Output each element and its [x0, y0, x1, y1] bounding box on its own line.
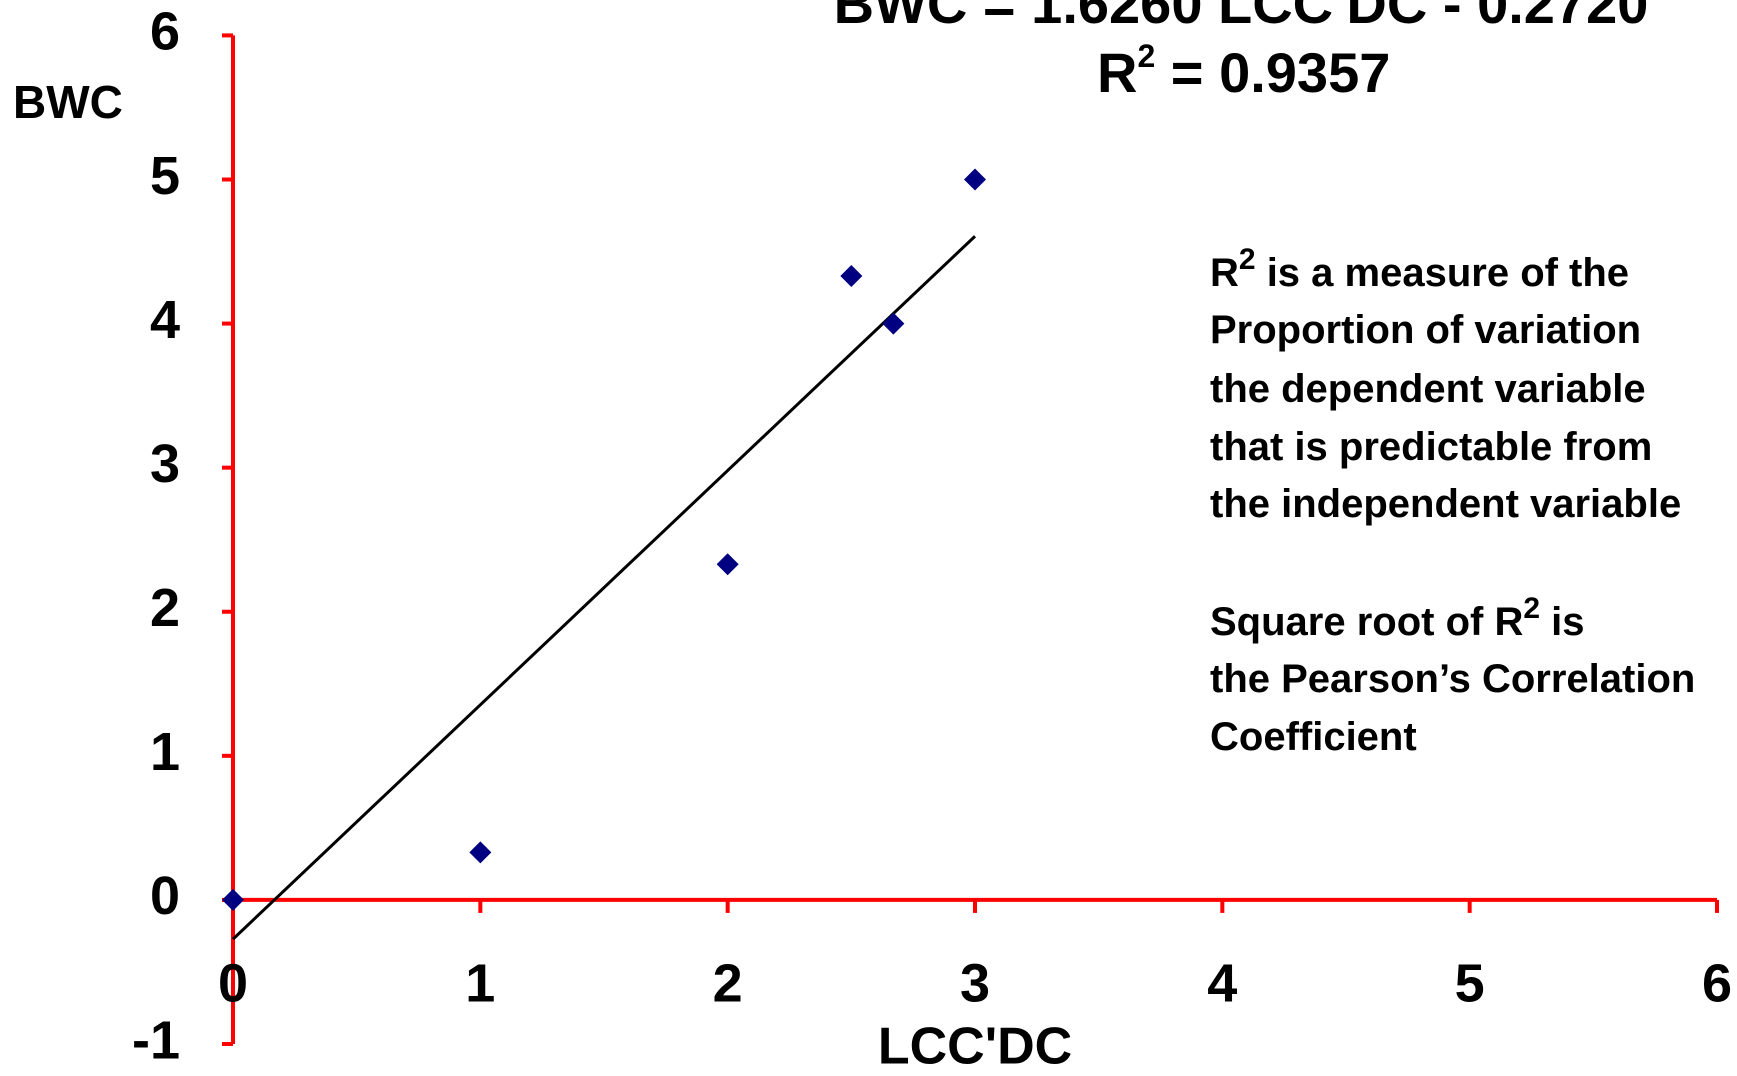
note-rest: the dependent variable	[1210, 367, 1646, 411]
y-tick-label: 6	[150, 2, 180, 62]
y-tick-label: 1	[150, 722, 180, 782]
note-line: Square root of R2 is	[1210, 592, 1585, 644]
note-line: the independent variable	[1210, 482, 1681, 526]
x-axis-label: LCC'DC	[878, 1018, 1072, 1076]
y-tick-label: 5	[150, 146, 180, 206]
note-rest: the independent variable	[1210, 482, 1681, 526]
equation: BWC = 1.6260 LCC'DC - 0.2720	[834, 0, 1649, 35]
note-rest: Proportion of variation	[1210, 308, 1641, 352]
y-axis-label: BWC	[13, 76, 123, 128]
note-sup: 2	[1523, 592, 1540, 625]
point	[882, 312, 905, 335]
point	[964, 168, 986, 191]
y-tick-label: 2	[150, 578, 180, 638]
x-tick-label: 3	[960, 953, 990, 1013]
note-rest: Coefficient	[1210, 715, 1417, 759]
y-tick-label: 4	[150, 290, 180, 350]
r-squared: R2 = 0.9357	[1097, 38, 1390, 103]
point	[469, 841, 492, 864]
note-line: Coefficient	[1210, 715, 1417, 759]
note-line: Proportion of variation	[1210, 308, 1641, 352]
note-base: Square root of R	[1210, 600, 1523, 644]
point	[716, 553, 739, 576]
x-tick-label: 2	[713, 953, 743, 1013]
note-line: the Pearson’s Correlation	[1210, 657, 1695, 701]
note-rest: that is predictable from	[1210, 425, 1652, 469]
x-tick-label: 1	[465, 953, 495, 1013]
note-line: the dependent variable	[1210, 367, 1646, 411]
note-base: R	[1210, 251, 1239, 295]
y-tick-label: -1	[132, 1010, 180, 1070]
x-tick-label: 4	[1207, 953, 1237, 1013]
x-tick-label: 6	[1702, 953, 1732, 1013]
r-rest: = 0.9357	[1155, 41, 1390, 104]
x-tick-label: 0	[218, 953, 248, 1013]
point	[840, 265, 863, 288]
note-sup: 2	[1239, 243, 1256, 276]
point	[222, 888, 244, 911]
r-sup: 2	[1137, 38, 1155, 74]
r-base: R	[1097, 41, 1137, 104]
note-rest: is	[1540, 600, 1584, 644]
y-tick-label: 3	[150, 434, 180, 494]
note-line: R2 is a measure of the	[1210, 243, 1629, 295]
note-line: that is predictable from	[1210, 425, 1652, 469]
note-rest: the Pearson’s Correlation	[1210, 657, 1695, 701]
x-tick-label: 5	[1455, 953, 1485, 1013]
trendline	[231, 235, 977, 941]
y-tick-label: 0	[150, 866, 180, 926]
note-rest: is a measure of the	[1256, 251, 1629, 295]
